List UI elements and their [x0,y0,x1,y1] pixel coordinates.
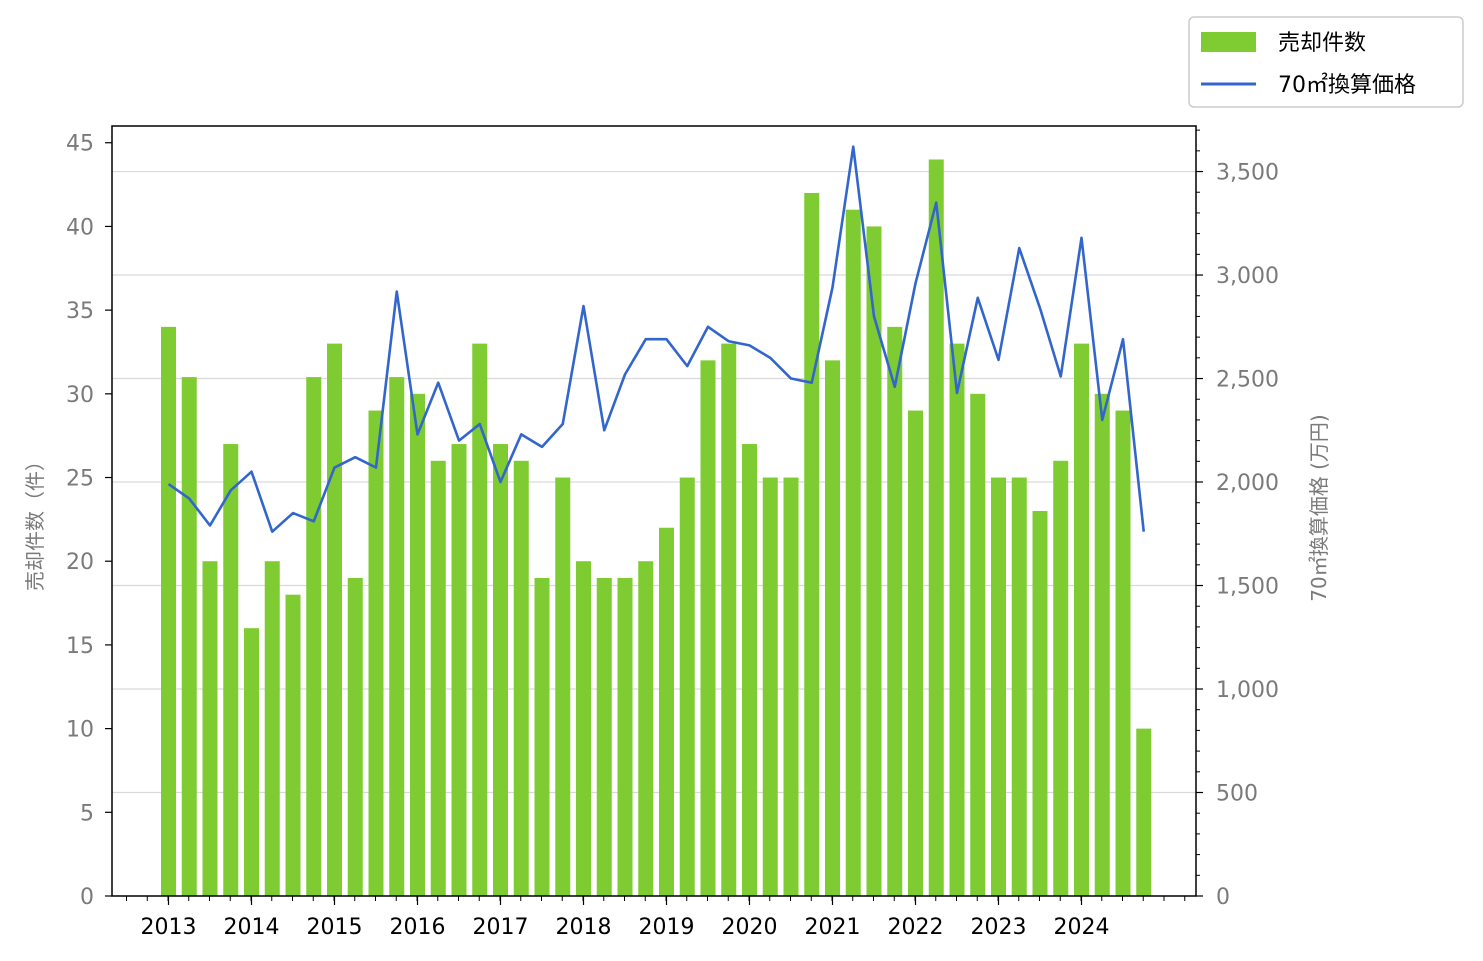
bar [161,326,176,896]
x-tick-label: 2023 [971,915,1027,940]
bar [1032,511,1048,896]
bar [1053,460,1069,896]
left-tick-label: 15 [66,634,94,659]
x-tick-label: 2019 [639,915,695,940]
x-axis: 2013 2014 2015 2016 2017 2018 2019 2020 2021 2022… [126,896,1186,940]
x-tick-label: 2020 [722,915,778,940]
left-tick-label: 30 [66,383,94,408]
left-tick-label: 20 [66,550,94,575]
bar [223,444,239,896]
x-tick-label: 2016 [390,915,446,940]
x-tick-label: 2013 [141,915,197,940]
bar [202,561,218,896]
bar [679,477,695,896]
bar [845,209,861,896]
line-series [167,145,1146,534]
bar [1011,477,1027,896]
legend-box [1188,16,1464,108]
price-line [167,145,1146,534]
bar [327,343,342,896]
bar [970,393,986,896]
bar [1094,393,1110,896]
right-tick-label: 500 [1216,782,1258,807]
bar [430,460,446,896]
bar [596,577,612,896]
legend: 売却件数 70㎡換算価格 [1188,16,1464,108]
right-tick-label: 2,000 [1216,471,1279,496]
bar [576,561,591,896]
right-axis-title: 70㎡換算価格 (万円) [1307,414,1331,601]
plot-frame [111,125,1197,897]
legend-line-label: 70㎡換算価格 [1278,72,1416,98]
bar [742,444,757,896]
bar [721,343,737,896]
bar [825,360,840,896]
bar [638,561,654,896]
bar [451,444,467,896]
bar [866,226,882,896]
right-tick-label: 3,000 [1216,264,1279,289]
bar [617,577,633,896]
left-tick-label: 0 [80,885,94,910]
x-tick-label: 2015 [307,915,363,940]
right-tick-label: 1,500 [1216,575,1279,600]
bar [949,343,965,896]
x-tick-label: 2017 [473,915,529,940]
bar [887,326,903,896]
legend-bar-label: 売却件数 [1278,31,1366,56]
bar [264,561,280,896]
bar [1136,728,1152,896]
bar [908,410,923,896]
left-tick-label: 5 [80,801,94,826]
right-tick-label: 2,500 [1216,368,1279,393]
bar [513,460,529,896]
left-axis-title: 売却件数（件） [23,451,47,591]
bar [928,159,944,896]
left-tick-label: 40 [66,215,94,240]
bar [493,444,508,896]
bar [1074,343,1089,896]
bar [700,360,716,896]
bar [285,594,301,896]
bar [347,577,363,896]
bar [1115,410,1131,896]
bar [534,577,550,896]
bar [181,377,197,897]
left-tick-label: 25 [66,467,94,492]
bar [306,377,322,897]
left-tick-label: 45 [66,132,94,157]
bar [244,628,259,896]
x-tick-label: 2018 [556,915,612,940]
left-tick-label: 35 [66,299,94,324]
bar [804,192,820,896]
bar-series [161,159,1152,897]
bar [991,477,1006,896]
left-axis: 0 5 10 15 20 25 30 35 40 45 [66,132,112,910]
bar [368,410,384,896]
legend-bar-swatch [1201,32,1256,52]
x-tick-label: 2014 [224,915,280,940]
x-tick-label: 2022 [888,915,944,940]
right-axis: 0 500 1,000 1,500 2,000 2,500 3,000 3,500 [1196,129,1279,910]
bar [410,393,425,896]
x-tick-label: 2021 [805,915,861,940]
bar [659,527,674,896]
right-tick-label: 0 [1216,885,1230,910]
bar [472,343,488,896]
x-tick-label: 2024 [1054,915,1110,940]
bar [783,477,799,896]
right-tick-label: 3,500 [1216,161,1279,186]
bar [762,477,778,896]
left-tick-label: 10 [66,718,94,743]
bar [389,377,405,897]
right-tick-label: 1,000 [1216,678,1279,703]
bar [555,477,571,896]
